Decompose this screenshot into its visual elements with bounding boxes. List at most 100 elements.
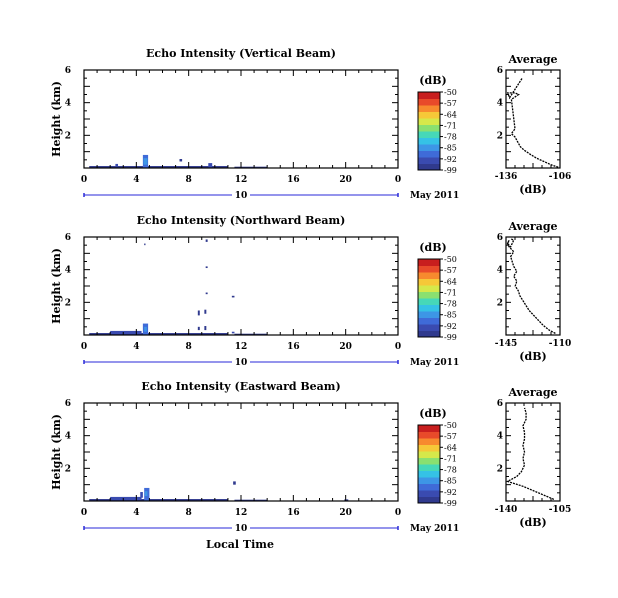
echo-cell [89, 333, 228, 335]
profile-y-tick-label: 6 [497, 66, 503, 76]
colorbar-segment [418, 98, 440, 106]
colorbar-segment [418, 291, 440, 299]
x-tick-label: 16 [287, 342, 300, 352]
echo-cell [140, 492, 143, 498]
x-tick-label: 0 [395, 175, 401, 185]
x-tick-label: 8 [186, 342, 192, 352]
colorbar-segment [418, 311, 440, 318]
profile-x-label: (dB) [519, 183, 546, 196]
date-day: 10 [235, 524, 248, 534]
profile-y-tick-label: 4 [497, 266, 503, 276]
x-tick-label: 12 [235, 175, 248, 185]
echo-cell [344, 499, 349, 501]
y-tick-label: 4 [65, 432, 71, 442]
y-tick-label: 6 [65, 399, 71, 409]
colorbar-segment [418, 137, 440, 145]
colorbar-tick-label: -64 [444, 443, 457, 452]
x-tick-label: 12 [235, 342, 248, 352]
y-tick-label: 2 [65, 131, 71, 141]
x-tick-label: 0 [395, 508, 401, 518]
colorbar-segment [418, 111, 440, 119]
colorbar-segment [418, 431, 440, 439]
profile-line [506, 238, 556, 334]
colorbar-segment [418, 285, 440, 292]
plot-frame [83, 402, 399, 502]
echo-cell [197, 326, 200, 331]
colorbar-tick-label: -71 [444, 288, 457, 297]
echo-cell [205, 266, 208, 269]
colorbar-label: (dB) [419, 241, 446, 254]
profile-x-tick-label: -145 [495, 339, 518, 349]
profile-y-tick-label: 2 [497, 131, 503, 141]
colorbar-tick-label: -99 [444, 166, 457, 175]
colorbar-segment [418, 298, 440, 305]
echo-cell [144, 243, 146, 246]
colorbar-tick-label: -71 [444, 454, 457, 463]
y-tick-label: 2 [65, 298, 71, 308]
x-tick-label: 0 [81, 175, 87, 185]
echo-cell [234, 166, 268, 168]
colorbar-segment [418, 330, 440, 338]
echo-cell [144, 326, 147, 332]
echo-cell [233, 481, 236, 485]
echo-cell [205, 292, 208, 295]
colorbar-tick-label: -57 [444, 266, 457, 275]
x-tick-label: 4 [133, 508, 139, 518]
colorbar-segment [418, 163, 440, 171]
colorbar-segment [418, 150, 440, 158]
plot-frame [83, 69, 399, 169]
colorbar-label: (dB) [419, 407, 446, 420]
colorbar-segment [418, 92, 440, 99]
y-axis-label: Height (km) [50, 81, 63, 157]
colorbar-tick-label: -99 [444, 333, 457, 342]
colorbar-segment [418, 483, 440, 491]
x-tick-label: 16 [287, 175, 300, 185]
profile-frame [505, 402, 561, 502]
x-tick-label: 8 [186, 175, 192, 185]
colorbar-segment [418, 259, 440, 266]
profile-x-label: (dB) [519, 350, 546, 363]
x-tick-label: 8 [186, 508, 192, 518]
echo-cell [208, 163, 213, 168]
profile-x-tick-label: -105 [549, 505, 572, 515]
colorbar-segment [418, 317, 440, 325]
profile-y-tick-label: 4 [497, 99, 503, 109]
colorbar-segment [418, 157, 440, 164]
date-bar-gap [232, 189, 250, 200]
x-tick-label: 4 [133, 175, 139, 185]
y-tick-label: 6 [65, 233, 71, 243]
colorbar-segment [418, 490, 440, 497]
x-tick-label: 12 [235, 508, 248, 518]
echo-cell [234, 333, 268, 335]
colorbar-label: (dB) [419, 74, 446, 87]
colorbar-segment [418, 144, 440, 151]
date-label: May 2011 [410, 358, 459, 368]
x-tick-label: 20 [339, 508, 352, 518]
panel-2: Echo Intensity (Northward Beam)0 4 8 12 16 20… [50, 214, 571, 368]
x-tick-label: 0 [81, 342, 87, 352]
colorbar-tick-label: -64 [444, 110, 457, 119]
colorbar-segment [418, 304, 440, 312]
profile-y-tick-label: 6 [497, 233, 503, 243]
colorbar-tick-label: -64 [444, 277, 457, 286]
colorbar-tick-label: -99 [444, 499, 457, 508]
colorbar-segment [418, 457, 440, 465]
x-tick-label: 20 [339, 342, 352, 352]
y-axis-label: Height (km) [50, 414, 63, 490]
x-tick-label: 0 [81, 508, 87, 518]
echo-cell [179, 159, 183, 162]
colorbar-frame [417, 258, 441, 338]
colorbar-segment [418, 278, 440, 286]
profile-y-tick-label: 2 [497, 298, 503, 308]
panel-3: Echo Intensity (Eastward Beam) 0 4 8 12 16 20 0… [50, 380, 571, 534]
echo-cell [144, 491, 148, 497]
profile-line [505, 407, 555, 500]
y-axis-label: Height (km) [50, 248, 63, 324]
colorbar-segment [418, 464, 440, 471]
colorbar-tick-label: -85 [444, 144, 457, 153]
echo-cell [143, 158, 148, 165]
echo-cell [234, 499, 268, 501]
colorbar-segment [418, 272, 440, 279]
colorbar-segment [418, 265, 440, 273]
